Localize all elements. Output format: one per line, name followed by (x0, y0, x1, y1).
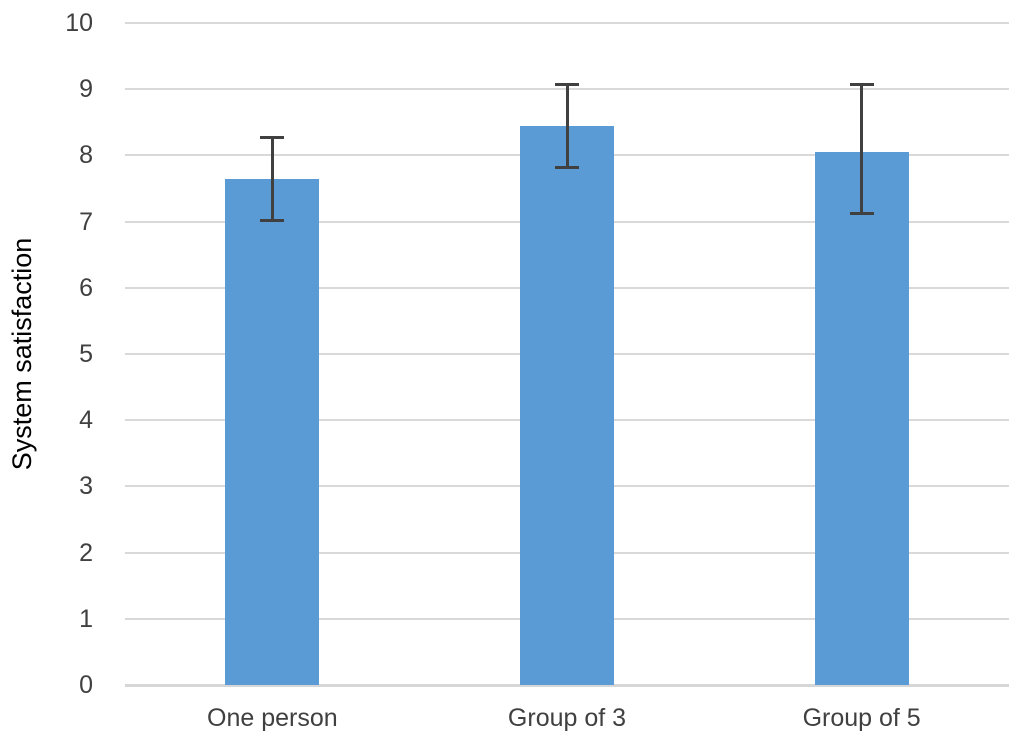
y-tick-label: 5 (79, 340, 93, 368)
x-axis-line (125, 684, 1009, 687)
x-category-label: Group of 5 (802, 704, 921, 732)
y-tick-label: 8 (79, 141, 93, 170)
y-tick-label: 3 (79, 472, 93, 501)
y-tick-label: 4 (79, 406, 93, 435)
y-tick-label: 7 (79, 207, 93, 236)
y-tick-label: 2 (79, 538, 93, 567)
error-bar-stem (270, 135, 274, 222)
error-bar (260, 135, 285, 222)
y-tick-label: 0 (79, 671, 93, 699)
x-category-label: Group of 3 (507, 704, 627, 732)
y-tick-label: 1 (79, 604, 93, 633)
gridline (125, 22, 1009, 24)
y-tick-label: 10 (65, 9, 93, 37)
error-bar (849, 82, 874, 215)
x-category-label: One person (207, 704, 338, 732)
y-tick-label: 6 (79, 273, 93, 302)
bar (520, 125, 614, 685)
error-bar-stem (860, 82, 864, 215)
bar (225, 178, 320, 685)
y-tick-label: 9 (79, 75, 93, 104)
error-bar-stem (565, 82, 569, 169)
bar (814, 152, 909, 685)
error-bar (555, 82, 579, 169)
